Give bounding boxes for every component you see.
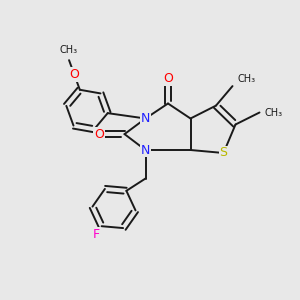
- Text: CH₃: CH₃: [238, 74, 256, 84]
- Text: F: F: [92, 228, 100, 241]
- Text: O: O: [69, 68, 79, 81]
- Text: CH₃: CH₃: [60, 45, 78, 55]
- Text: S: S: [220, 146, 227, 160]
- Text: O: O: [163, 72, 173, 85]
- Text: N: N: [141, 112, 150, 125]
- Text: O: O: [94, 128, 104, 141]
- Text: N: N: [141, 143, 150, 157]
- Text: CH₃: CH₃: [265, 107, 283, 118]
